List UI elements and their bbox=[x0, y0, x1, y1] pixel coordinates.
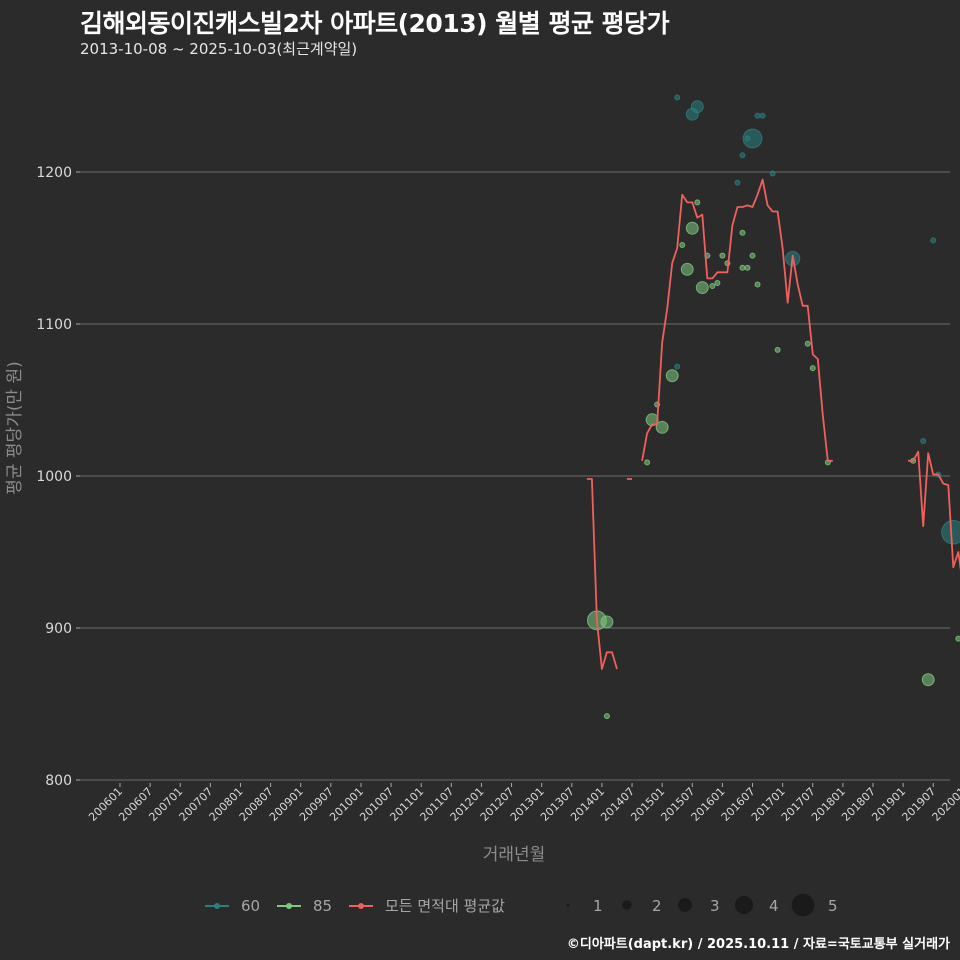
chart-subtitle: 2013-10-08 ~ 2025-10-03(최근계약일) bbox=[80, 40, 358, 58]
footer-credit: ©디아파트(dapt.kr) / 2025.10.11 / 자료=국토교통부 실… bbox=[566, 937, 950, 952]
data-point-60 bbox=[920, 438, 927, 445]
legend-label: 85 bbox=[313, 897, 332, 915]
average-line-segment bbox=[641, 178, 833, 462]
data-point-85 bbox=[774, 346, 781, 353]
legend-size-label: 1 bbox=[593, 897, 603, 915]
data-point-60 bbox=[674, 363, 681, 370]
data-point-60 bbox=[690, 100, 704, 114]
legend-swatch-dot bbox=[286, 903, 292, 909]
data-point-85 bbox=[749, 252, 756, 259]
y-axis: 800 900 1000 1100 1200 bbox=[36, 165, 80, 789]
data-point-85 bbox=[955, 635, 960, 642]
data-point-85 bbox=[679, 241, 686, 248]
data-point-60 bbox=[739, 152, 746, 159]
y-axis-title: 평균 평당가(만 원) bbox=[5, 361, 25, 495]
data-point-85 bbox=[754, 281, 761, 288]
y-tick-label: 1000 bbox=[36, 469, 72, 485]
scatter-points bbox=[587, 94, 960, 720]
legend-label: 60 bbox=[241, 897, 260, 915]
data-point-85 bbox=[809, 365, 816, 372]
data-point-60 bbox=[930, 237, 937, 244]
legend-size-dot bbox=[734, 895, 754, 915]
y-tick-label: 1200 bbox=[36, 165, 72, 181]
data-point-85 bbox=[695, 281, 709, 294]
data-point-85 bbox=[719, 252, 726, 259]
average-line-segment bbox=[908, 450, 960, 571]
data-point-85 bbox=[709, 283, 716, 289]
legend-swatch-dot bbox=[214, 903, 220, 909]
grid-lines bbox=[80, 171, 950, 781]
data-point-85 bbox=[685, 221, 699, 235]
data-point-85 bbox=[680, 262, 694, 276]
x-axis: 2006012006072007012007072008012008072009… bbox=[86, 783, 960, 824]
legend-label: 모든 면적대 평균값 bbox=[385, 897, 505, 915]
legend-size-label: 5 bbox=[828, 897, 838, 915]
y-tick-label: 1100 bbox=[36, 317, 72, 333]
average-line-segment bbox=[586, 478, 618, 670]
data-point-60 bbox=[769, 170, 776, 177]
y-tick-label: 800 bbox=[45, 773, 72, 789]
data-point-60 bbox=[759, 112, 766, 119]
chart-title: 김해외동이진캐스빌2차 아파트(2013) 월별 평균 평당가 bbox=[80, 9, 670, 38]
data-point-85 bbox=[804, 340, 811, 347]
legend-size-label: 3 bbox=[710, 897, 720, 915]
legend-size-label: 4 bbox=[769, 897, 779, 915]
data-point-85 bbox=[644, 459, 651, 466]
data-point-85 bbox=[603, 713, 610, 720]
data-point-85 bbox=[921, 673, 935, 687]
legend-swatch-dot bbox=[358, 903, 364, 909]
data-point-85 bbox=[739, 229, 746, 236]
legend-size-label: 2 bbox=[652, 897, 662, 915]
data-point-85 bbox=[739, 264, 746, 271]
data-point-60 bbox=[674, 94, 681, 101]
legend-size-dot bbox=[791, 893, 815, 917]
data-point-60 bbox=[754, 112, 761, 119]
legend-size-dot bbox=[678, 898, 692, 912]
average-line bbox=[586, 178, 960, 670]
data-point-60 bbox=[742, 128, 763, 149]
data-point-85 bbox=[694, 199, 701, 206]
legend-size-dot bbox=[566, 903, 570, 907]
data-point-85 bbox=[655, 420, 669, 434]
data-point-85 bbox=[714, 279, 721, 286]
data-point-85 bbox=[744, 264, 751, 271]
data-point-85 bbox=[600, 615, 614, 629]
legend-size-dot bbox=[622, 900, 632, 910]
data-point-85 bbox=[665, 369, 679, 383]
y-tick-label: 900 bbox=[45, 621, 72, 637]
x-axis-title: 거래년월 bbox=[483, 845, 546, 865]
data-point-60 bbox=[734, 179, 741, 186]
legend: 60 85 모든 면적대 평균값 1 2 3 4 5 bbox=[205, 893, 838, 917]
